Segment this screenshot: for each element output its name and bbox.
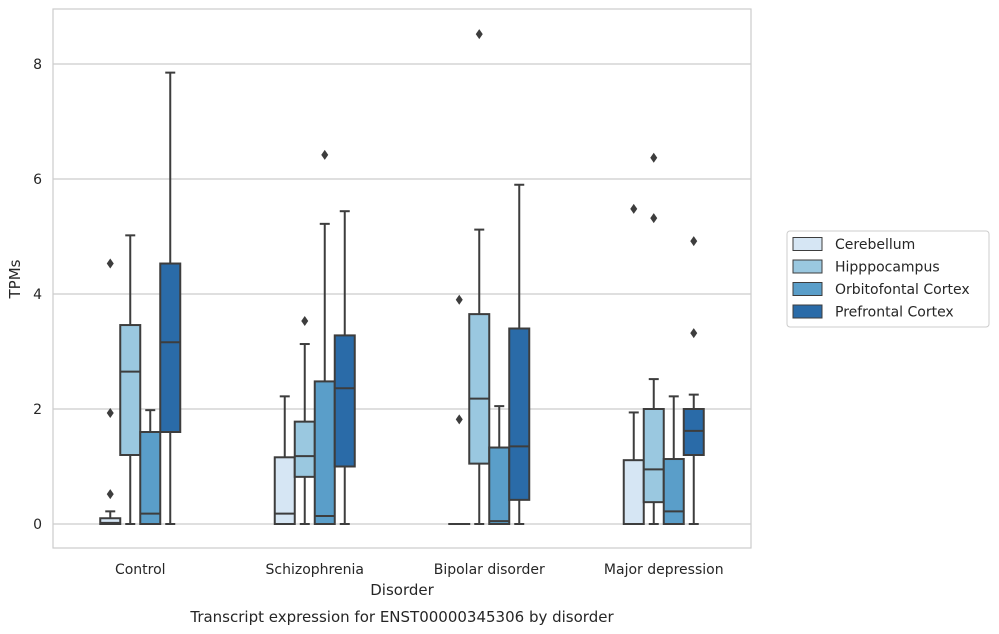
- outlier-point: [455, 414, 463, 425]
- box: [488, 446, 511, 525]
- box-group: [99, 258, 122, 525]
- box: [139, 431, 162, 525]
- box-group: [642, 152, 665, 525]
- x-tick-label: Schizophrenia: [266, 562, 364, 578]
- outlier-point: [650, 152, 658, 163]
- outlier-point: [106, 408, 114, 419]
- legend-label: Prefrontal Cortex: [835, 305, 954, 321]
- box-group: [119, 234, 142, 525]
- legend-swatch: [792, 304, 823, 319]
- outlier-point: [106, 258, 114, 269]
- box: [99, 517, 122, 525]
- box-group: [333, 210, 356, 525]
- legend-frame: [786, 230, 990, 328]
- y-tick-label: 4: [33, 287, 42, 303]
- y-tick-label: 6: [33, 172, 42, 188]
- legend-label: Orbitofontal Cortex: [835, 282, 970, 298]
- box: [662, 458, 685, 525]
- y-axis-label: TPMs: [6, 259, 24, 299]
- box-group: [508, 183, 531, 525]
- x-tick-label: Control: [115, 562, 166, 578]
- box-group: [448, 294, 471, 526]
- box-group: [682, 236, 705, 525]
- outlier-point: [321, 149, 329, 160]
- box: [682, 408, 705, 456]
- outlier-point: [630, 203, 638, 214]
- box: [333, 334, 356, 468]
- outlier-point: [650, 213, 658, 224]
- legend-swatch: [792, 282, 823, 296]
- legend-swatch: [792, 259, 823, 274]
- box: [273, 456, 296, 525]
- box: [313, 380, 336, 525]
- y-tick-label: 2: [33, 402, 42, 418]
- outlier-point: [455, 294, 463, 305]
- outlier-point: [301, 316, 309, 327]
- outlier-point: [475, 29, 483, 40]
- outlier-point: [690, 236, 698, 247]
- y-tick-label: 0: [33, 517, 42, 533]
- box-plot-groups: [99, 29, 705, 526]
- outlier-point: [106, 489, 114, 500]
- box: [159, 262, 182, 433]
- legend: Cerebellum Hipppocampus Orbitofontal Corte…: [786, 230, 990, 328]
- plot-frame: [52, 8, 752, 549]
- box: [293, 420, 316, 478]
- box-group: [159, 71, 182, 525]
- x-axis-ticks: Control Schizophrenia Bipolar disorder Majo…: [115, 562, 724, 578]
- box-group: [139, 409, 162, 525]
- y-tick-label: 8: [33, 57, 42, 73]
- y-axis-ticks: 0 2 4 6 8: [33, 57, 42, 533]
- box: [119, 324, 142, 456]
- box-group: [622, 203, 645, 525]
- legend-label: Cerebellum: [835, 237, 915, 253]
- legend-swatch: [792, 237, 823, 251]
- box: [508, 327, 531, 501]
- box: [622, 459, 645, 525]
- box: [468, 313, 491, 465]
- x-axis-label: Disorder: [370, 581, 434, 599]
- box-group: [468, 29, 491, 525]
- box-group: [273, 395, 296, 525]
- box-group: [662, 395, 685, 525]
- outlier-point: [690, 328, 698, 339]
- legend-label: Hipppocampus: [835, 260, 940, 276]
- box: [642, 408, 665, 504]
- chart-title: Transcript expression for ENST0000034530…: [189, 608, 614, 626]
- x-tick-label: Major depression: [604, 562, 724, 578]
- x-tick-label: Bipolar disorder: [434, 562, 545, 578]
